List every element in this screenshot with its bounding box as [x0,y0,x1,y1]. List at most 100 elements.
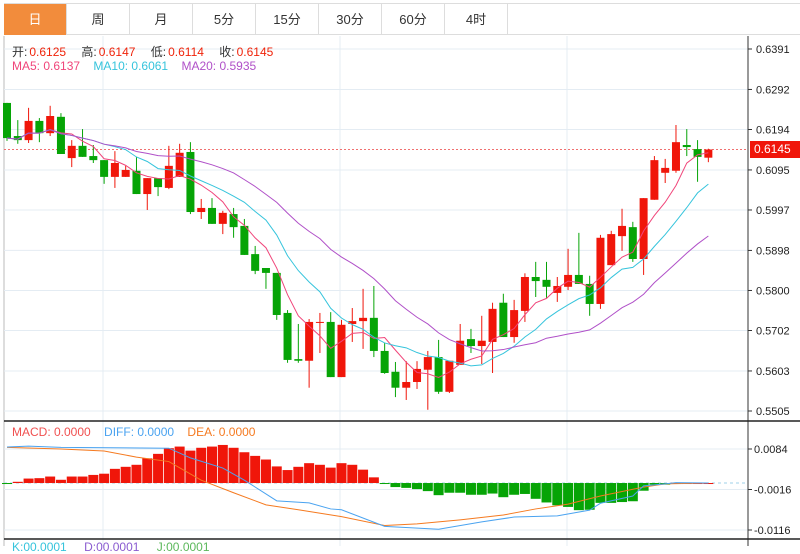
tab-week[interactable]: 周 [67,4,130,35]
macd-bar [88,474,99,484]
candle-down [682,145,691,148]
candle-down [542,279,551,287]
candle-up [456,340,465,365]
macd-bar [239,452,250,484]
dea-line [6,446,709,527]
macd-bar [433,483,444,496]
low-value: 0.6114 [168,45,204,59]
candle-down [3,102,11,139]
candle-down [531,276,540,282]
close-value: 0.6145 [236,45,274,59]
candle-down [186,151,195,213]
ohlc-info: 开: 0.6125 高: 0.6147 低: 0.6114 收: 0.6145 [12,43,275,60]
ma20-value: MA20: 0.5935 [181,59,257,73]
price-tick-label: 0.6292 [756,84,790,96]
tab-month[interactable]: 月 [130,4,193,35]
macd-bar [109,468,120,484]
candle-down [100,160,109,177]
candle-down [89,156,98,161]
macd-bar [368,477,379,484]
candle-up [402,381,411,388]
macd-bar [509,483,520,495]
candle-down [283,312,292,360]
macd-bar [325,467,336,484]
macd-bar [530,483,541,499]
candle-down [35,120,44,134]
macd-bar [347,464,358,484]
macd-bar [196,447,207,484]
macd-bar [142,458,153,484]
macd-bar [358,469,369,484]
candle-up [413,368,422,382]
candle-up [607,234,616,266]
macd-bar [282,470,293,484]
open-value: 0.6125 [29,45,67,59]
tab-5min[interactable]: 5分 [193,4,256,35]
high-label: 高: [81,45,97,59]
candle-up [67,145,76,159]
d-value: D:00.0001 [84,540,140,554]
price-tick-label: 0.5800 [756,285,790,297]
macd-bar [12,481,23,484]
candle-up [24,120,33,141]
candle-up [520,276,529,311]
candle-down [380,350,389,374]
high-value: 0.6147 [98,45,136,59]
macd-bar [185,450,196,484]
candle-down [132,170,141,195]
candle-down [208,207,217,224]
candle-up [359,317,368,322]
candle-down [240,225,249,255]
candle-up [164,165,173,188]
price-tick-label: 0.5898 [756,245,790,257]
candle-up [553,285,562,293]
candle-up [218,212,227,224]
macd-bar [379,483,390,485]
macd-tick-label: 0.0084 [754,444,788,456]
macd-bar [563,483,574,507]
macd-bar [422,483,433,492]
tab-4hour[interactable]: 4时 [445,4,508,35]
macd-bar [55,479,66,484]
macd-bar [131,464,142,484]
macd-value: MACD: 0.0000 [12,425,91,439]
ma5-value: MA5: 0.6137 [12,59,81,73]
price-tick-label: 0.6194 [756,124,790,136]
macd-bar [455,483,466,493]
macd-bar [314,464,325,484]
candle-up [661,167,670,173]
tab-15min[interactable]: 15分 [256,4,319,35]
macd-bar [552,483,563,506]
candle-up [639,198,648,260]
tab-60min[interactable]: 60分 [382,4,445,35]
candle-up [197,207,206,213]
candle-up [175,152,184,177]
candle-down [369,317,378,351]
macd-bar [163,448,174,484]
macd-bar [627,483,638,502]
candle-down [272,272,281,315]
kdj-info: K:00.0001 D:00.0001 J:00.0001 [12,540,212,554]
macd-bar [174,446,185,484]
macd-bar [498,483,509,498]
macd-bar [444,483,455,493]
dea-value: DEA: 0.0000 [187,425,256,439]
macd-bar [228,447,239,484]
macd-bar [45,476,56,484]
tab-day[interactable]: 日 [4,4,67,35]
candle-up [305,321,314,361]
macd-bar [390,483,401,488]
candle-up [110,162,119,177]
candle-down [251,254,260,271]
k-value: K:00.0001 [12,540,67,554]
macd-bar [595,483,606,503]
price-tick-label: 0.5505 [756,406,790,418]
candle-down [261,267,270,273]
macd-bar [584,483,595,510]
candle-down [628,227,637,260]
macd-bar [487,483,498,494]
tab-30min[interactable]: 30分 [319,4,382,35]
low-label: 低: [150,45,167,59]
candle-down [585,283,594,304]
